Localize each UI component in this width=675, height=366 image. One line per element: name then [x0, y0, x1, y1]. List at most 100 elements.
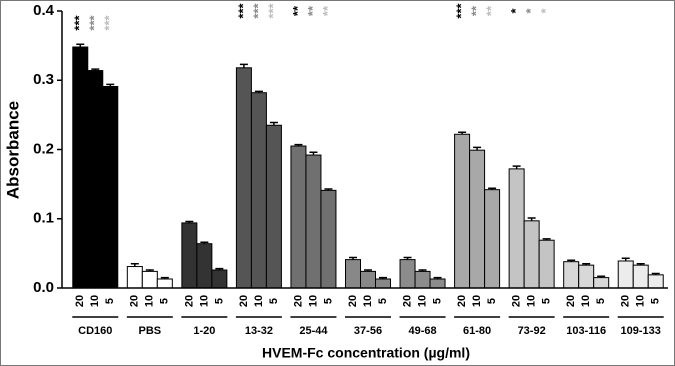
y-tick-label: 0.3: [33, 71, 54, 88]
significance-stars: ***: [87, 14, 102, 30]
concentration-label: 20: [347, 295, 359, 307]
group-label: 109-133: [621, 325, 661, 337]
error-bar: [106, 83, 115, 87]
significance-stars: **: [320, 5, 335, 16]
group-label: CD160: [78, 325, 112, 337]
x-axis-title: HVEM-Fc concentration (µg/ml): [262, 345, 470, 361]
concentration-label: 10: [416, 295, 428, 307]
bar: [414, 270, 431, 289]
concentration-label: 5: [431, 298, 443, 304]
error-bar: [185, 220, 194, 223]
group-label: 13-32: [245, 325, 273, 337]
concentration-label: 5: [377, 298, 389, 304]
bar: [72, 46, 89, 289]
bar: [290, 145, 307, 289]
error-bar: [567, 259, 576, 262]
significance-stars: ***: [102, 14, 117, 30]
bar: [429, 278, 446, 289]
concentration-label: 5: [159, 298, 171, 304]
concentration-label: 20: [456, 295, 468, 307]
error-bar: [418, 269, 427, 272]
concentration-label: 5: [541, 298, 553, 304]
bar: [360, 270, 376, 289]
concentration-label: 10: [89, 295, 101, 307]
bar: [563, 261, 580, 289]
bar: [265, 124, 282, 289]
concentration-label: 20: [565, 295, 577, 307]
bar: [235, 67, 252, 289]
error-bar: [364, 269, 372, 272]
group-label: 73-92: [518, 325, 546, 337]
bar: [632, 264, 649, 289]
concentration-label: 10: [307, 295, 319, 307]
concentration-label: 10: [471, 295, 483, 307]
concentration-label: 10: [580, 295, 592, 307]
bar: [454, 133, 471, 289]
error-bar: [324, 188, 333, 191]
bar: [181, 222, 198, 289]
concentration-label: 10: [362, 295, 374, 307]
concentration-label: 5: [104, 298, 116, 304]
bar: [305, 154, 322, 289]
error-bar: [542, 238, 551, 241]
group-label: 103-116: [566, 325, 606, 337]
group-label: 37-56: [354, 325, 382, 337]
concentration-label: 10: [144, 295, 156, 307]
error-bar: [269, 121, 278, 126]
error-bar: [582, 263, 591, 266]
bar: [345, 259, 361, 289]
significance-stars: ***: [454, 2, 469, 18]
concentration-label: 10: [253, 295, 265, 307]
bar: [156, 278, 173, 289]
concentration-label: 20: [74, 295, 86, 307]
group-label: 61-80: [463, 325, 491, 337]
error-bar: [215, 267, 224, 270]
concentration-label: 5: [213, 298, 225, 304]
bar: [469, 149, 486, 289]
group-label: 25-44: [299, 325, 328, 337]
bar: [250, 92, 267, 289]
error-bar: [636, 263, 645, 266]
bar: [484, 189, 501, 289]
bar: [523, 220, 540, 289]
y-tick-label: 0.1: [33, 210, 54, 227]
concentration-label: 20: [292, 295, 304, 307]
bar: [102, 85, 119, 289]
bar: [320, 189, 337, 289]
concentration-label: 10: [198, 295, 210, 307]
bar: [375, 278, 391, 289]
concentration-label: 5: [268, 298, 280, 304]
error-bar: [200, 241, 209, 244]
error-bar: [309, 151, 318, 156]
error-bar: [91, 68, 100, 71]
error-bar: [294, 143, 303, 147]
bar: [87, 70, 104, 289]
significance-stars: ***: [235, 2, 250, 18]
bar: [211, 269, 228, 289]
error-bar: [512, 165, 521, 169]
error-bar: [488, 187, 497, 190]
bar: [126, 266, 143, 289]
bar: [617, 260, 634, 289]
significance-stars: *: [508, 8, 523, 14]
error-bar: [473, 146, 482, 151]
bar: [593, 277, 610, 289]
error-bar: [621, 257, 630, 261]
bar: [399, 259, 416, 289]
group-label: PBS: [139, 325, 162, 337]
concentration-label: 10: [635, 295, 647, 307]
bar: [647, 274, 664, 289]
concentration-label: 20: [129, 295, 141, 307]
y-tick-label: 0.2: [33, 140, 54, 157]
error-bar: [145, 269, 154, 272]
error-bar: [130, 263, 139, 267]
bar: [508, 168, 525, 289]
error-bar: [379, 276, 387, 279]
bar: [196, 243, 213, 289]
bar: [538, 239, 555, 289]
error-bar: [433, 276, 442, 279]
error-bar: [597, 275, 606, 278]
significance-stars: **: [290, 5, 305, 16]
significance-stars: **: [484, 5, 499, 16]
